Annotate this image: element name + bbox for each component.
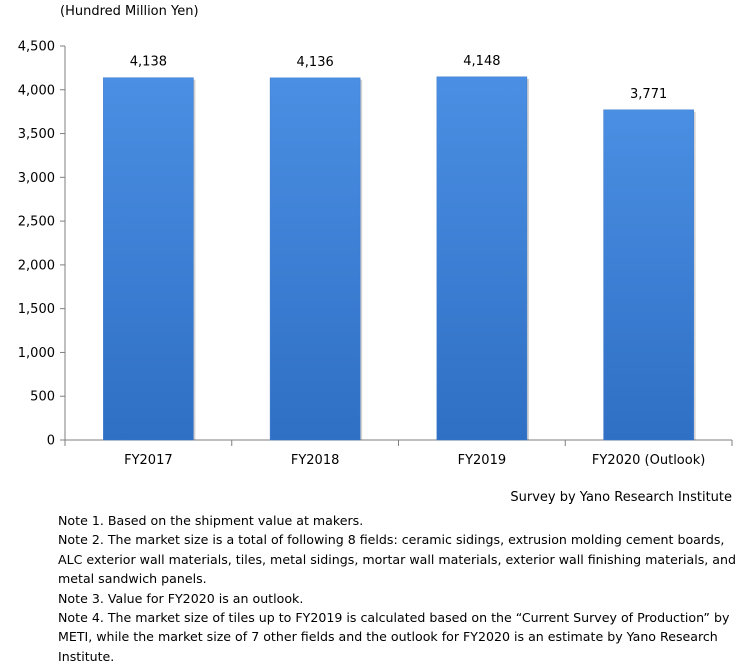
bar-chart: 0 500 1,000 1,500 2,000 2,500 3,000 3,500 4,000 4… [18, 40, 733, 468]
bars [103, 76, 696, 441]
bar [603, 109, 694, 441]
x-tick-label: FY2017 [124, 453, 173, 468]
x-axis-labels: FY2017 FY2018 FY2019 FY2020 (Outlook) [124, 453, 705, 468]
bar [436, 76, 528, 441]
y-tick-label: 1,000 [18, 346, 55, 361]
x-tick-label: FY2018 [291, 453, 340, 468]
x-axis-ticks [64, 440, 733, 446]
y-tick-label: 3,500 [18, 127, 55, 142]
bar [103, 77, 194, 441]
note-2: Note 2. The market size is a total of fo… [58, 532, 736, 587]
x-tick-label: FY2020 (Outlook) [592, 453, 705, 468]
data-label: 4,136 [297, 55, 334, 70]
y-tick-label: 3,000 [18, 171, 55, 186]
source-credit: Survey by Yano Research Institute [510, 490, 732, 505]
y-tick-label: 2,500 [18, 215, 55, 230]
note-3: Note 3. Value for FY2020 is an outlook. [58, 590, 304, 606]
y-tick-label: 0 [47, 434, 55, 449]
y-axis-ticks: 0 500 1,000 1,500 2,000 2,500 3,000 3,500 4,000 4… [18, 40, 65, 449]
x-tick-label: FY2019 [458, 453, 507, 468]
bar [269, 77, 361, 441]
y-tick-label: 2,000 [18, 258, 55, 273]
y-tick-label: 1,500 [18, 302, 55, 317]
note-1: Note 1. Based on the shipment value at m… [58, 513, 364, 528]
y-tick-label: 4,500 [18, 40, 55, 55]
y-tick-label: 4,000 [18, 83, 55, 98]
data-label: 4,148 [463, 54, 500, 69]
notes: Note 1. Based on the shipment value at m… [58, 511, 738, 666]
data-labels: 4,138 4,136 4,148 3,771 [130, 54, 667, 102]
y-tick-label: 500 [30, 390, 55, 405]
note-4: Note 4. The market size of tiles up to F… [58, 610, 730, 664]
data-label: 4,138 [130, 55, 167, 70]
data-label: 3,771 [630, 87, 667, 102]
unit-label: (Hundred Million Yen) [60, 4, 199, 19]
